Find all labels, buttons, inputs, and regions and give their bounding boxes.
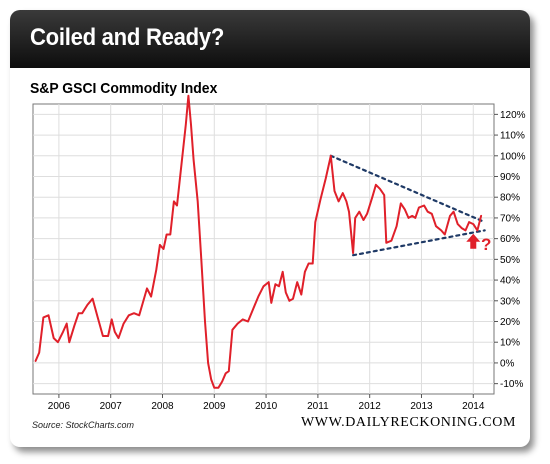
- trendline: [329, 154, 486, 224]
- y-tick-label: 120%: [500, 110, 526, 121]
- chart-card: Coiled and Ready? S&P GSCI Commodity Ind…: [10, 10, 530, 447]
- y-tick-label: 0%: [500, 358, 515, 369]
- annotations: ?: [329, 154, 491, 257]
- y-tick-label: 30%: [500, 296, 520, 307]
- x-tick-label: 2012: [359, 401, 382, 412]
- y-tick-label: 40%: [500, 276, 520, 287]
- x-tick-label: 2011: [307, 401, 329, 412]
- x-axis-ticks: 2006 2007 2008 2009 2010 2011 2012 2013 2014: [48, 394, 485, 412]
- commodity-index-line: [34, 94, 483, 389]
- x-tick-label: 2009: [203, 401, 226, 412]
- x-tick-label: 2008: [151, 401, 174, 412]
- question-mark-label: ?: [481, 235, 491, 254]
- trendline: [352, 229, 486, 257]
- y-tick-label: 10%: [500, 338, 520, 349]
- y-tick-label: 70%: [500, 213, 520, 224]
- x-tick-label: 2014: [462, 401, 485, 412]
- header-title: Coiled and Ready?: [30, 24, 225, 51]
- plot-area: [32, 103, 495, 395]
- y-tick-label: 50%: [500, 255, 520, 266]
- chart-title: S&P GSCI Commodity Index: [30, 80, 218, 97]
- y-tick-label: 80%: [500, 193, 520, 204]
- y-axis-ticks: -10% 0% 10% 20% 30% 40% 50% 60% 70% 80% 90% 100% 110…: [494, 110, 526, 390]
- header-bar: Coiled and Ready?: [10, 10, 530, 68]
- y-tick-label: 60%: [500, 234, 520, 245]
- y-tick-label: 110%: [500, 131, 525, 142]
- y-tick-label: 90%: [500, 172, 520, 183]
- line-chart: -10% 0% 10% 20% 30% 40% 50% 60% 70% 80% 90% 100% 110…: [32, 94, 526, 412]
- x-tick-label: 2007: [100, 401, 123, 412]
- site-url: WWW.DAILYRECKONING.COM: [300, 415, 516, 430]
- grid-lines: [33, 104, 494, 394]
- x-tick-label: 2010: [255, 401, 278, 412]
- y-tick-label: -10%: [500, 379, 523, 390]
- y-tick-label: 100%: [500, 151, 526, 162]
- x-tick-label: 2006: [48, 401, 71, 412]
- y-tick-label: 20%: [500, 317, 520, 328]
- series-layer: [34, 94, 483, 389]
- x-tick-label: 2013: [410, 401, 433, 412]
- up-arrow-icon: [466, 233, 481, 249]
- source-note: Source: StockCharts.com: [32, 420, 135, 430]
